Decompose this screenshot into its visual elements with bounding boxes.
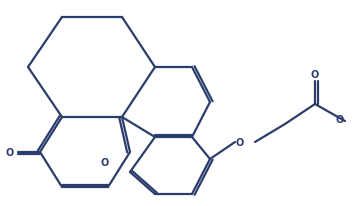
Text: O: O (311, 70, 319, 80)
Text: O: O (101, 157, 109, 167)
Text: O: O (6, 147, 14, 157)
Text: O: O (336, 115, 344, 124)
Text: O: O (236, 137, 244, 147)
